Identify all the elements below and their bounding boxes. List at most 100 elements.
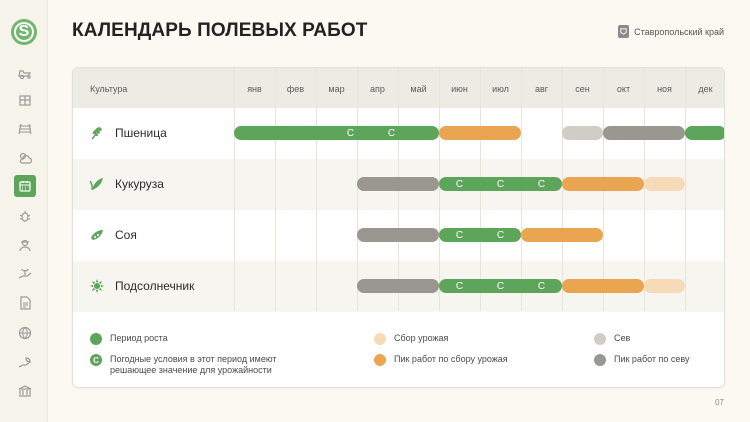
wheat-icon (89, 125, 105, 141)
page-number: 07 (715, 398, 724, 407)
legend-harvest-peak: Пик работ по сбору урожая (374, 354, 508, 366)
crop-name: Подсолнечник (115, 279, 195, 293)
bar-sowing-peak[interactable] (357, 228, 439, 242)
weather-icon (18, 151, 32, 165)
region-name: Ставропольский край (634, 26, 724, 37)
bar-harvest-peak[interactable] (439, 126, 521, 140)
month-header: окт (616, 84, 631, 94)
month-header: фев (286, 84, 305, 94)
logo[interactable]: S (11, 19, 37, 45)
month-header: дек (698, 84, 713, 94)
legend-growth-swatch (90, 333, 102, 345)
month-header: май (410, 84, 427, 94)
hand-leaf-icon (18, 355, 32, 369)
weather-mark: С (455, 280, 464, 292)
globe-icon (18, 326, 32, 340)
sunflower-icon (89, 278, 105, 294)
weather-mark: С (537, 178, 546, 190)
month-header: авг (534, 84, 549, 94)
sidebar-item-tractor[interactable] (14, 62, 36, 84)
corn-icon (89, 176, 105, 192)
bug-icon (18, 209, 32, 223)
legend-growth: Период роста (90, 333, 168, 345)
sidebar-item-calendar[interactable] (14, 175, 36, 197)
farmer-icon (18, 238, 32, 252)
weather-mark: С (387, 127, 396, 139)
weather-mark: С (346, 127, 355, 139)
legend-harvest-swatch (374, 333, 386, 345)
weather-mark: С (496, 280, 505, 292)
month-header: апр (370, 84, 385, 94)
weather-mark: С (496, 178, 505, 190)
legend: Период роста С Погодные условия в этот п… (73, 311, 724, 387)
month-divider (644, 68, 645, 311)
sidebar-item-farmer[interactable] (14, 234, 36, 256)
legend-sowing-peak-swatch (594, 354, 606, 366)
sidebar-item-bank[interactable] (14, 380, 36, 402)
month-header: ноя (657, 84, 672, 94)
legend-harvest-peak-swatch (374, 354, 386, 366)
sidebar: S (0, 0, 48, 422)
month-header: июл (492, 84, 509, 94)
month-divider (275, 68, 276, 311)
legend-weather: С Погодные условия в этот период имеют р… (90, 354, 325, 376)
legend-harvest-label: Сбор урожая (394, 333, 449, 343)
bank-icon (18, 384, 32, 398)
bar-sowing-peak[interactable] (603, 126, 685, 140)
field-rows-icon (18, 122, 32, 136)
logo-letter: S (18, 23, 30, 40)
month-divider (439, 68, 440, 311)
bar-growth[interactable] (685, 126, 724, 140)
legend-sowing-swatch (594, 333, 606, 345)
warehouse-icon (18, 93, 32, 107)
sidebar-item-globe[interactable] (14, 322, 36, 344)
month-divider (234, 68, 235, 311)
month-header: сен (575, 84, 590, 94)
sidebar-item-field-rows[interactable] (14, 118, 36, 140)
bar-harvest-peak[interactable] (562, 177, 644, 191)
page-title: КАЛЕНДАРЬ ПОЛЕВЫХ РАБОТ (72, 20, 368, 41)
sidebar-item-hand-leaf[interactable] (14, 351, 36, 373)
weather-mark: С (455, 229, 464, 241)
sidebar-item-bug[interactable] (14, 205, 36, 227)
legend-sowing-peak: Пик работ по севу (594, 354, 690, 366)
calendar-grid: Культура янв фев мар апр май июн июл авг сен окт н… (73, 68, 724, 312)
bar-sowing-peak[interactable] (357, 279, 439, 293)
bar-harvest-peak[interactable] (562, 279, 644, 293)
crop-name: Пшеница (115, 126, 167, 140)
month-divider (316, 68, 317, 311)
tractor-icon (18, 66, 32, 80)
sidebar-item-hand-plant[interactable] (14, 263, 36, 285)
month-divider (685, 68, 686, 311)
month-divider (562, 68, 563, 311)
culture-column-header: Культура (90, 84, 128, 94)
legend-sowing: Сев (594, 333, 630, 345)
legend-harvest-peak-label: Пик работ по сбору урожая (394, 354, 508, 364)
sidebar-item-weather[interactable] (14, 147, 36, 169)
sidebar-item-document[interactable] (14, 292, 36, 314)
legend-weather-label: Погодные условия в этот период имеют реш… (110, 354, 277, 375)
bar-sowing-peak[interactable] (357, 177, 439, 191)
bar-sowing[interactable] (562, 126, 603, 140)
crop-name: Кукуруза (115, 177, 164, 191)
legend-sowing-label: Сев (614, 333, 631, 343)
hand-plant-icon (18, 267, 32, 281)
bar-harvest-peak[interactable] (521, 228, 603, 242)
legend-weather-swatch: С (90, 354, 102, 366)
legend-growth-label: Период роста (110, 333, 168, 343)
sidebar-item-warehouse[interactable] (14, 89, 36, 111)
region-emblem-icon (618, 25, 630, 38)
bar-harvest[interactable] (644, 177, 685, 191)
legend-sowing-peak-label: Пик работ по севу (614, 354, 690, 364)
weather-mark: С (537, 280, 546, 292)
crop-name: Соя (115, 228, 137, 242)
soy-icon (89, 227, 105, 243)
document-icon (18, 296, 32, 310)
month-header: янв (247, 84, 262, 94)
bar-harvest[interactable] (644, 279, 685, 293)
calendar-icon (18, 179, 32, 193)
